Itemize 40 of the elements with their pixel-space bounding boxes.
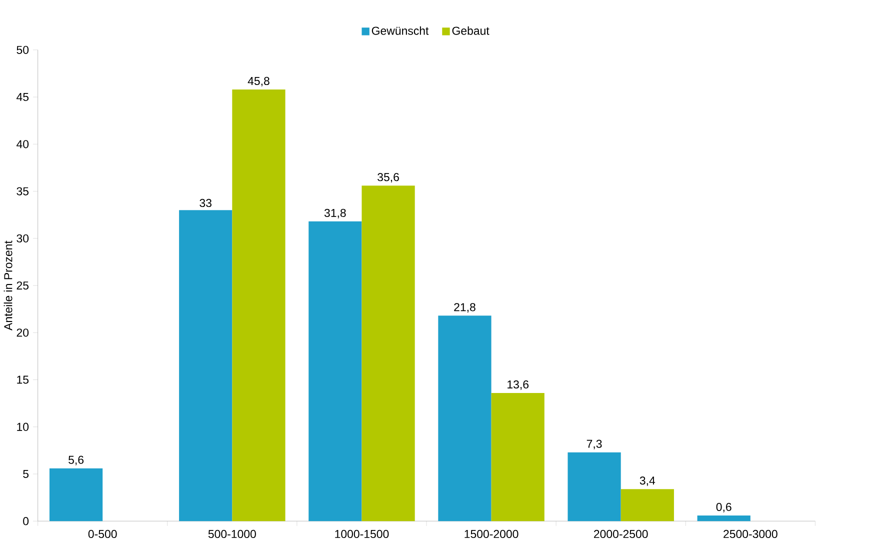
y-tick-label: 45 bbox=[16, 93, 29, 102]
bar bbox=[491, 393, 544, 522]
bar bbox=[232, 90, 286, 522]
data-label: 35,6 bbox=[378, 173, 399, 183]
x-tick-label: 0-500 bbox=[88, 530, 117, 538]
bar bbox=[568, 452, 621, 522]
data-label: 21,8 bbox=[454, 303, 476, 313]
x-tick-label: 500-1000 bbox=[208, 530, 256, 538]
data-label: 45,8 bbox=[248, 77, 270, 87]
bar bbox=[308, 222, 362, 522]
bar bbox=[438, 316, 492, 522]
data-label: 13,6 bbox=[508, 380, 529, 390]
y-tick-label: 10 bbox=[17, 422, 29, 432]
legend-label: Gewünscht bbox=[372, 26, 429, 35]
data-label: 7,3 bbox=[586, 440, 602, 450]
y-tick-label: 15 bbox=[17, 376, 29, 384]
bar bbox=[49, 468, 103, 522]
bar bbox=[362, 186, 415, 522]
y-tick-label: 30 bbox=[16, 234, 29, 243]
y-tick-label: 20 bbox=[16, 328, 29, 337]
data-label: 3,4 bbox=[640, 476, 656, 486]
y-axis-title: Anteile in Prozent bbox=[4, 240, 12, 331]
y-tick-label: 5 bbox=[23, 470, 29, 478]
y-tick-label: 35 bbox=[16, 187, 29, 196]
bar bbox=[620, 489, 674, 522]
bar bbox=[697, 516, 750, 522]
x-tick-label: 2000-2500 bbox=[594, 530, 648, 538]
legend-label: Gebaut bbox=[452, 26, 490, 35]
x-tick-label: 1000-1500 bbox=[335, 530, 389, 538]
y-tick-label: 0 bbox=[23, 517, 29, 526]
x-tick-label: 2500-3000 bbox=[724, 530, 778, 538]
bar bbox=[179, 210, 232, 522]
x-tick-label: 1500-2000 bbox=[464, 530, 518, 538]
y-tick-label: 25 bbox=[16, 282, 29, 290]
data-label: 0,6 bbox=[716, 503, 732, 512]
y-tick-label: 40 bbox=[16, 140, 29, 148]
data-label: 33 bbox=[200, 199, 212, 208]
y-tick-label: 50 bbox=[16, 46, 29, 54]
data-label: 5,6 bbox=[68, 456, 84, 466]
data-label: 31,8 bbox=[324, 208, 346, 218]
